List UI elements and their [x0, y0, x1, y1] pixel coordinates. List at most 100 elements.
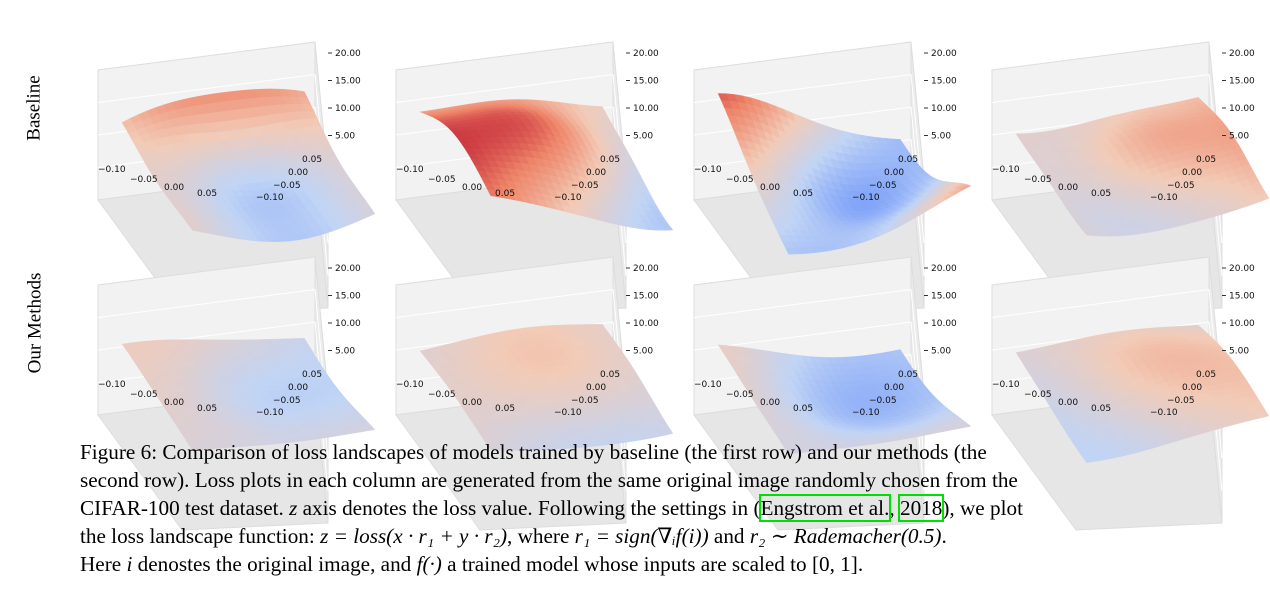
- z-tick-label: 20.00: [633, 49, 659, 59]
- grid-line: [97, 74, 316, 103]
- y-tick-label: 0.05: [600, 155, 620, 165]
- z-tick-label: 10.00: [335, 104, 361, 114]
- z-tick-label: 20.00: [633, 264, 659, 274]
- surface-facet: [661, 428, 674, 436]
- x-tick-label: 0.00: [462, 183, 482, 193]
- x-tick-label: −0.05: [130, 390, 158, 400]
- x-tick-label: 0.05: [793, 404, 813, 414]
- citation-year-link[interactable]: 2018: [897, 494, 945, 522]
- z-tick-label: 20.00: [1229, 49, 1255, 59]
- loss-surface: [717, 344, 972, 455]
- x-tick-label: 0.00: [164, 398, 184, 408]
- loss-surface: [1015, 97, 1270, 237]
- x-tick-label: −0.05: [1024, 390, 1052, 400]
- x-tick-label: −0.10: [396, 165, 424, 175]
- z-tick-label: 5.00: [1229, 132, 1249, 142]
- y-tick-label: −0.10: [554, 408, 582, 418]
- z-tick-label: 20.00: [931, 264, 957, 274]
- y-tick-label: −0.05: [869, 396, 897, 406]
- z-tick-label: 5.00: [1229, 347, 1249, 357]
- loss-plot-r2-c4: 20.00 15.00 10.00 5.00 −0.10 −0.05 0.00 0.05 0.0…: [974, 215, 1270, 531]
- caption-line-5: Here i denostes the original image, and …: [80, 552, 864, 576]
- row-labels: Baseline Our Methods: [0, 0, 80, 430]
- y-tick-label: 0.00: [1182, 383, 1202, 393]
- y-tick-label: 0.00: [586, 383, 606, 393]
- grid-line: [97, 289, 316, 318]
- y-tick-label: 0.05: [302, 155, 322, 165]
- grid-line: [693, 289, 912, 318]
- z-tick-label: 15.00: [1229, 292, 1255, 302]
- x-tick-label: −0.10: [98, 380, 126, 390]
- z-tick-label: 10.00: [335, 319, 361, 329]
- z-tick-label: 5.00: [633, 132, 653, 142]
- x-tick-label: −0.05: [726, 175, 754, 185]
- z-tick-label: 15.00: [1229, 77, 1255, 87]
- y-tick-label: −0.10: [852, 193, 880, 203]
- surface-facet: [661, 225, 674, 231]
- x-tick-label: 0.00: [760, 398, 780, 408]
- z-tick-label: 20.00: [335, 264, 361, 274]
- loss-plot-r2-c3: 20.00 15.00 10.00 5.00 −0.10 −0.05 0.00 0.05 0.0…: [676, 215, 974, 531]
- y-tick-label: 0.00: [288, 383, 308, 393]
- surface-facet: [363, 425, 376, 432]
- z-tick-label: 15.00: [335, 292, 361, 302]
- z-tick-label: 5.00: [633, 347, 653, 357]
- x-tick-label: −0.10: [98, 165, 126, 175]
- grid-line: [395, 74, 614, 103]
- loss-surface: [419, 99, 674, 231]
- x-tick-label: −0.05: [428, 175, 456, 185]
- y-tick-label: −0.05: [1167, 181, 1195, 191]
- grid-line: [991, 289, 1210, 318]
- z-tick-label: 10.00: [633, 104, 659, 114]
- y-tick-label: 0.05: [1196, 155, 1216, 165]
- y-tick-label: −0.05: [273, 181, 301, 191]
- y-tick-label: −0.05: [1167, 396, 1195, 406]
- loss-landscape-grid: 20.00 15.00 10.00 5.00 −0.10 −0.05 0.00 0.05 0.0…: [80, 0, 1270, 531]
- x-tick-label: 0.00: [164, 183, 184, 193]
- x-tick-label: 0.05: [197, 189, 217, 199]
- y-tick-label: −0.10: [256, 193, 284, 203]
- y-tick-label: 0.00: [288, 168, 308, 178]
- loss-plot-r1-c1: 20.00 15.00 10.00 5.00 −0.10 −0.05 0.00 0.05 0.0…: [80, 0, 378, 316]
- loss-plot-r1-c3: 20.00 15.00 10.00 5.00 −0.10 −0.05 0.00 0.05 0.0…: [676, 0, 974, 316]
- z-tick-label: 15.00: [931, 292, 957, 302]
- z-tick-label: 10.00: [633, 319, 659, 329]
- loss-surface: [419, 324, 674, 451]
- row-label-our-methods: Our Methods: [24, 272, 45, 373]
- surface-facet: [958, 184, 972, 191]
- loss-surface: [121, 88, 376, 242]
- x-tick-label: −0.10: [694, 380, 722, 390]
- y-tick-label: 0.00: [586, 168, 606, 178]
- caption-line-2: second row). Loss plots in each column a…: [80, 468, 1018, 492]
- z-tick-label: 15.00: [633, 292, 659, 302]
- z-tick-label: 5.00: [931, 132, 951, 142]
- y-tick-label: −0.05: [571, 396, 599, 406]
- x-tick-label: −0.10: [992, 165, 1020, 175]
- x-tick-label: −0.05: [1024, 175, 1052, 185]
- x-tick-label: 0.00: [1058, 183, 1078, 193]
- z-tick-label: 10.00: [931, 104, 957, 114]
- y-tick-label: 0.05: [600, 370, 620, 380]
- z-tick-label: 10.00: [931, 319, 957, 329]
- loss-surface: [717, 93, 972, 255]
- grid-line: [991, 74, 1210, 103]
- x-tick-label: 0.00: [760, 183, 780, 193]
- z-tick-label: 15.00: [335, 77, 361, 87]
- loss-surface: [1015, 324, 1270, 463]
- y-tick-label: −0.10: [1150, 408, 1178, 418]
- z-tick-label: 20.00: [931, 49, 957, 59]
- y-tick-label: 0.05: [1196, 370, 1216, 380]
- z-tick-label: 5.00: [931, 347, 951, 357]
- loss-surface: [121, 337, 376, 451]
- y-tick-label: 0.05: [898, 370, 918, 380]
- grid-line: [395, 289, 614, 318]
- x-tick-label: 0.00: [1058, 398, 1078, 408]
- x-tick-label: −0.10: [992, 380, 1020, 390]
- x-tick-label: −0.05: [726, 390, 754, 400]
- grid-line: [693, 321, 912, 351]
- z-tick-label: 20.00: [335, 49, 361, 59]
- y-tick-label: 0.05: [302, 370, 322, 380]
- citation-author-link[interactable]: Engstrom et al.: [758, 494, 892, 522]
- x-tick-label: 0.05: [1091, 189, 1111, 199]
- x-tick-label: 0.00: [462, 398, 482, 408]
